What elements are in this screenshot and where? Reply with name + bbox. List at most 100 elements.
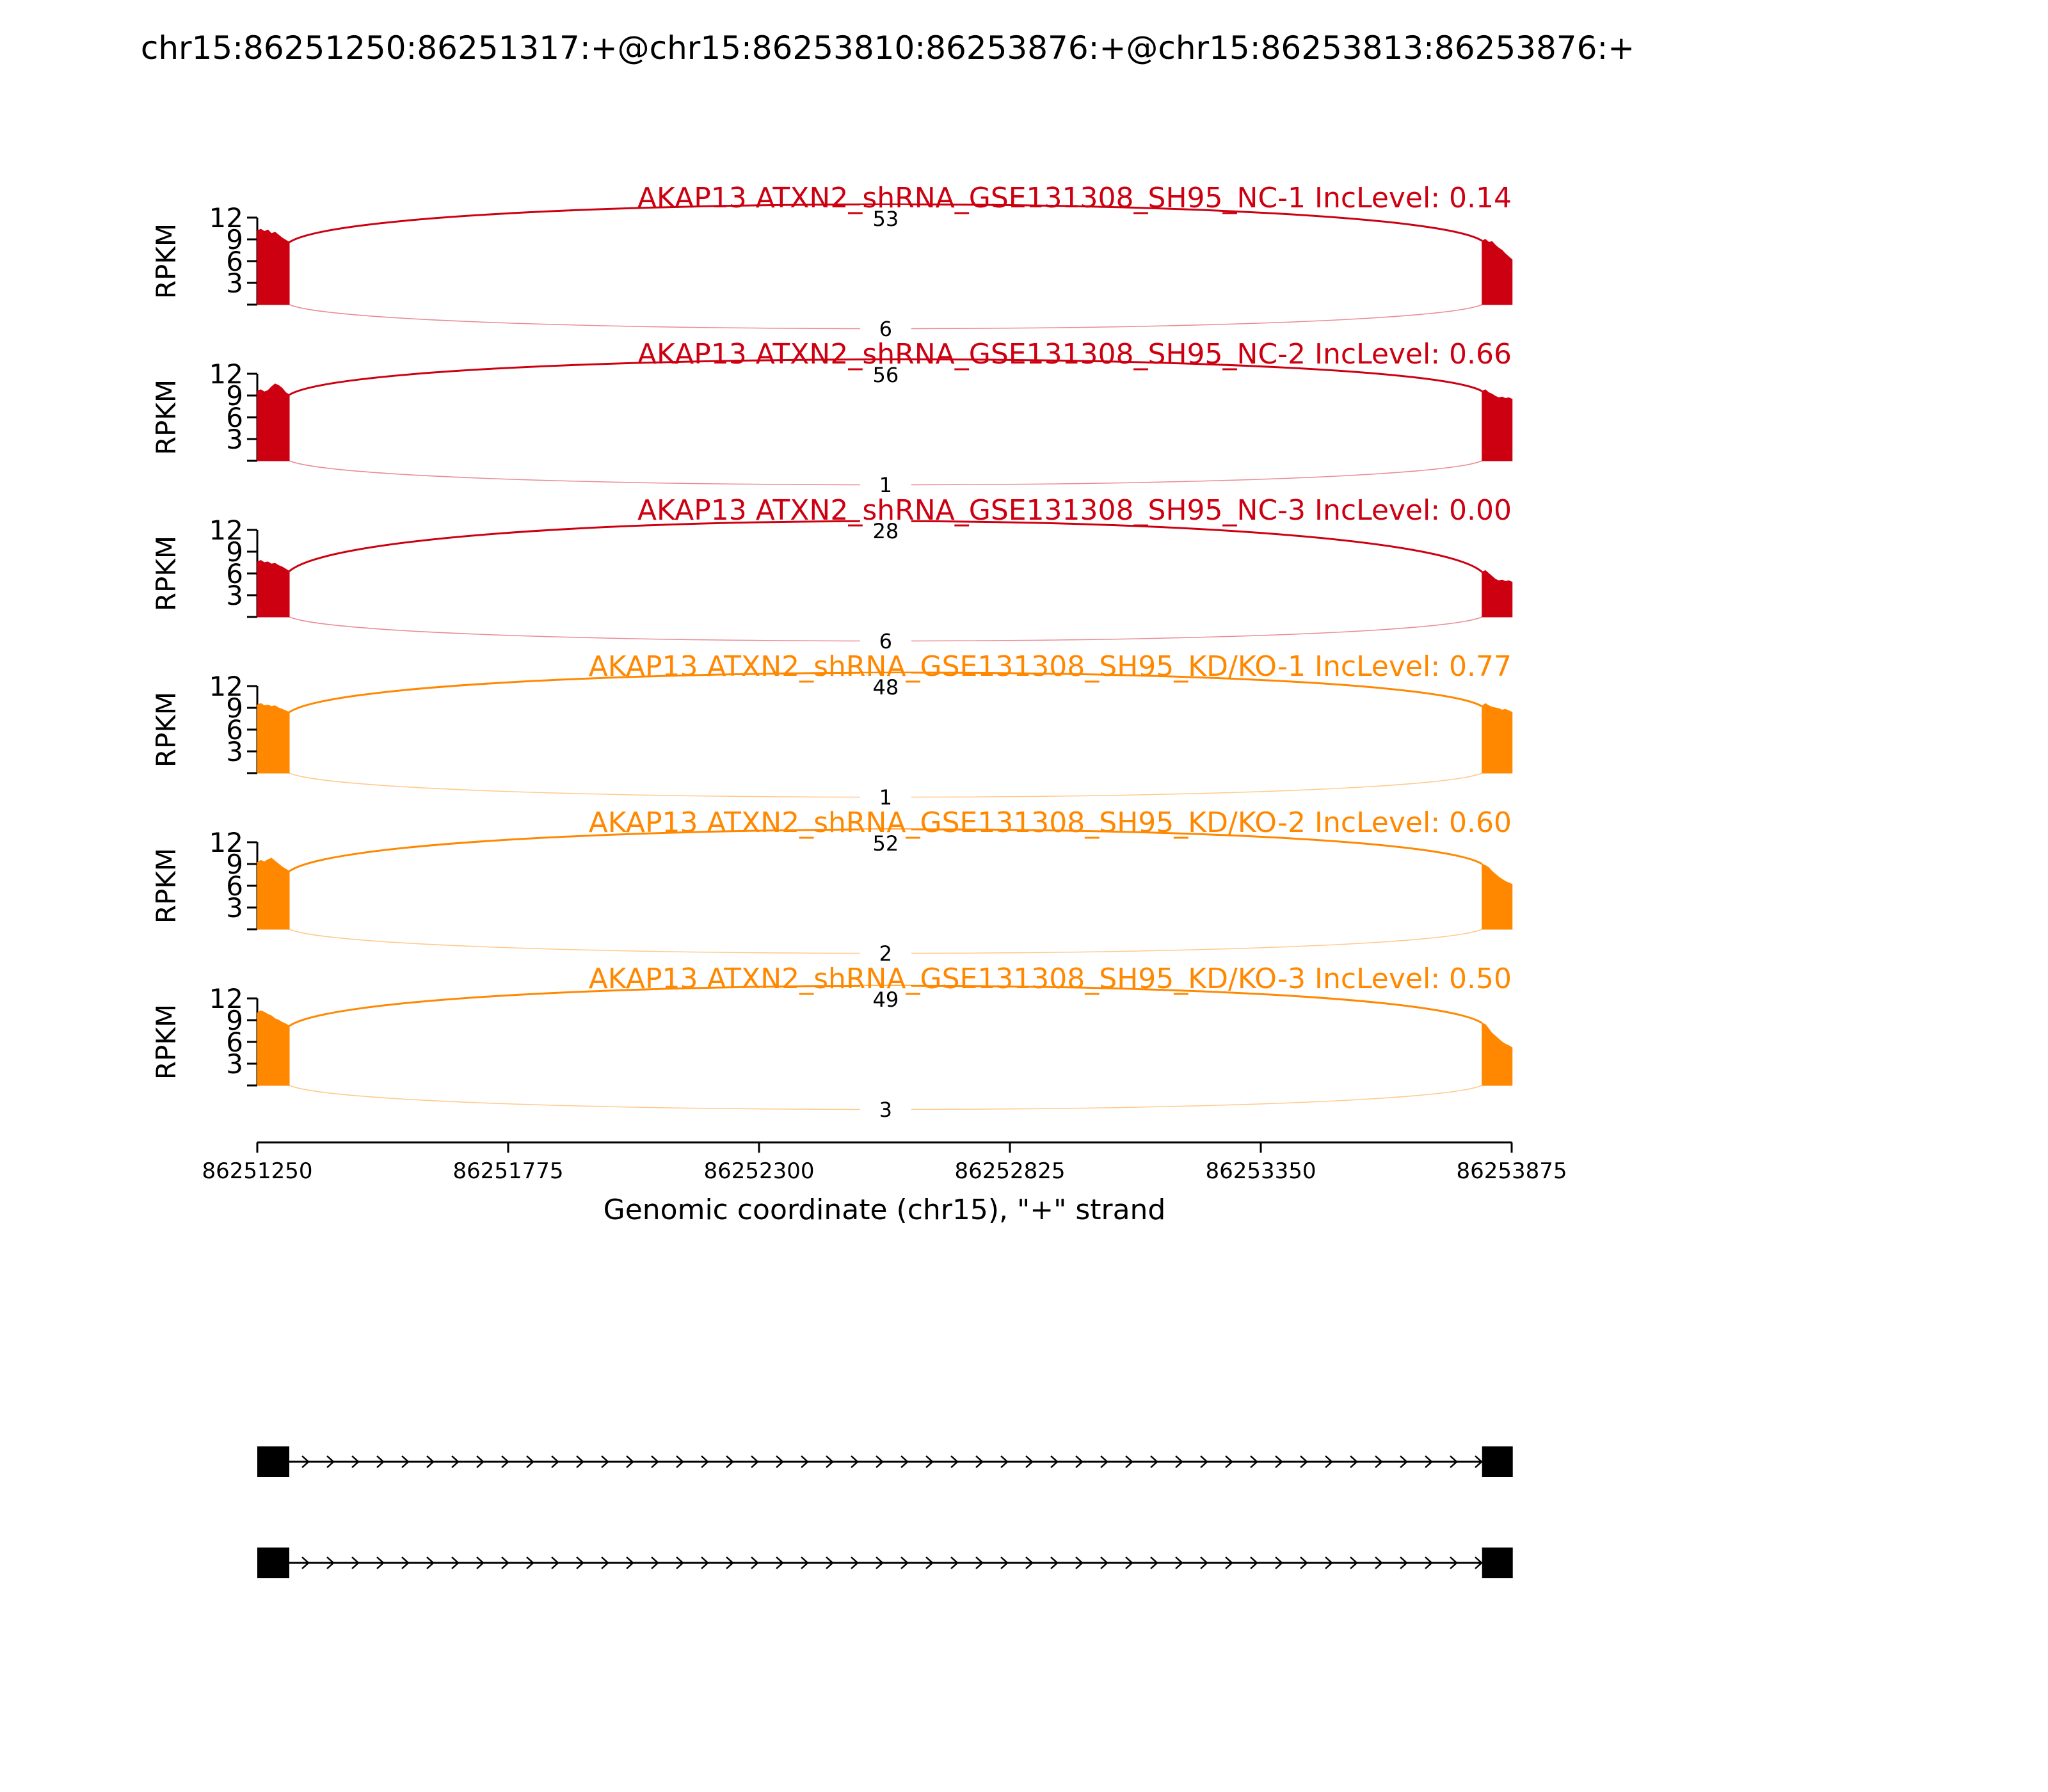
strand-arrow-icon [601,1455,609,1468]
y-axis-label: RPKM [150,223,182,299]
strand-arrow-icon [1250,1556,1258,1569]
strand-arrow-icon [376,1455,385,1468]
figure-title: chr15:86251250:86251317:+@chr15:86253810… [141,29,1635,67]
strand-arrow-icon [1050,1455,1059,1468]
y-tick-label: 9 [226,692,243,724]
strand-arrow-icon [950,1455,959,1468]
strand-arrow-icon [876,1556,884,1569]
strand-arrow-icon [776,1556,784,1569]
strand-arrow-icon [1400,1556,1408,1569]
y-axis-label: RPKM [150,692,182,767]
right-exon-coverage [1482,703,1513,774]
y-tick-label: 3 [226,892,243,924]
y-tick-label: 6 [226,1027,243,1058]
y-tick-label: 3 [226,736,243,767]
lower-junction-count: 6 [879,629,892,653]
y-tick-label: 3 [226,1048,243,1080]
upper-junction-arc [289,671,1483,714]
strand-arrow-icon [851,1455,859,1468]
strand-arrow-icon [501,1556,509,1569]
junction-label-bg [860,361,911,387]
series-name: AKAP13 ATXN2_shRNA_GSE131308_SH95_KD/KO-… [589,806,1512,839]
upper-junction-arc [289,828,1483,872]
strand-arrow-icon [451,1556,460,1569]
y-tick-label: 12 [209,671,243,702]
y-tick-label: 12 [209,358,243,390]
strand-arrow-icon [376,1556,385,1569]
strand-arrow-icon [601,1556,609,1569]
strand-arrow-icon [1400,1455,1408,1468]
junction-label-bg [860,471,911,497]
lower-junction-count: 3 [879,1098,892,1122]
strand-arrow-icon [1100,1455,1108,1468]
y-tick-label: 3 [226,424,243,455]
strand-arrow-icon [1225,1455,1233,1468]
strand-arrow-icon [426,1455,435,1468]
upper-junction-count: 53 [873,207,899,231]
strand-arrow-icon [476,1455,484,1468]
strand-arrow-icon [1325,1455,1333,1468]
right-exon-coverage [1482,389,1513,461]
right-exon-coverage [1482,1022,1513,1086]
isoform-structures [257,1446,1513,1578]
exon-block [257,1548,290,1578]
upper-junction-count: 49 [873,988,899,1012]
lower-junction-count: 6 [879,317,892,341]
strand-arrow-icon [1175,1556,1183,1569]
strand-arrow-icon [551,1455,559,1468]
strand-arrow-icon [876,1455,884,1468]
strand-arrow-icon [950,1556,959,1569]
x-tick-label: 86251775 [452,1158,563,1184]
strand-arrow-icon [1075,1455,1084,1468]
strand-arrow-icon [1200,1455,1208,1468]
x-tick-label: 86253875 [1456,1158,1567,1184]
strand-arrow-icon [1000,1455,1009,1468]
strand-arrow-icon [1200,1556,1208,1569]
y-tick-label: 3 [226,268,243,299]
junction-label-bg [860,517,911,543]
strand-arrow-icon [776,1455,784,1468]
y-tick-label: 12 [209,515,243,546]
y-tick-label: 12 [209,827,243,858]
strand-arrow-icon [651,1556,659,1569]
strand-arrow-icon [1025,1556,1034,1569]
junction-label-bg [860,1096,911,1121]
strand-arrow-icon [851,1556,859,1569]
strand-arrow-icon [801,1556,809,1569]
strand-arrow-icon [1450,1455,1458,1468]
strand-arrow-icon [1275,1556,1283,1569]
strand-arrow-icon [925,1455,934,1468]
y-tick-label: 12 [209,983,243,1014]
strand-arrow-icon [401,1455,410,1468]
y-tick-label: 9 [226,380,243,412]
x-tick-label: 86253350 [1205,1158,1316,1184]
strand-arrow-icon [1350,1455,1358,1468]
strand-arrow-icon [1125,1556,1133,1569]
strand-arrow-icon [1150,1556,1158,1569]
y-axis-label: RPKM [150,848,182,924]
strand-arrow-icon [551,1556,559,1569]
y-tick-label: 6 [226,246,243,277]
series-name: AKAP13 ATXN2_shRNA_GSE131308_SH95_NC-1 I… [637,182,1512,214]
x-axis: 86251250 86251775 86252300 86252825 86253350… [202,1141,1567,1226]
strand-arrow-icon [1250,1455,1258,1468]
strand-arrow-icon [501,1455,509,1468]
strand-arrow-icon [651,1455,659,1468]
strand-arrow-icon [576,1455,584,1468]
strand-arrow-icon [1075,1556,1084,1569]
strand-arrow-icon [1375,1455,1383,1468]
right-exon-coverage [1482,570,1513,618]
strand-arrow-icon [1475,1455,1483,1468]
strand-arrow-icon [751,1455,759,1468]
y-tick-label: 6 [226,558,243,589]
strand-arrow-icon [301,1455,310,1468]
strand-arrow-icon [626,1455,634,1468]
strand-arrow-icon [1225,1556,1233,1569]
strand-arrow-icon [801,1455,809,1468]
strand-arrow-icon [476,1556,484,1569]
